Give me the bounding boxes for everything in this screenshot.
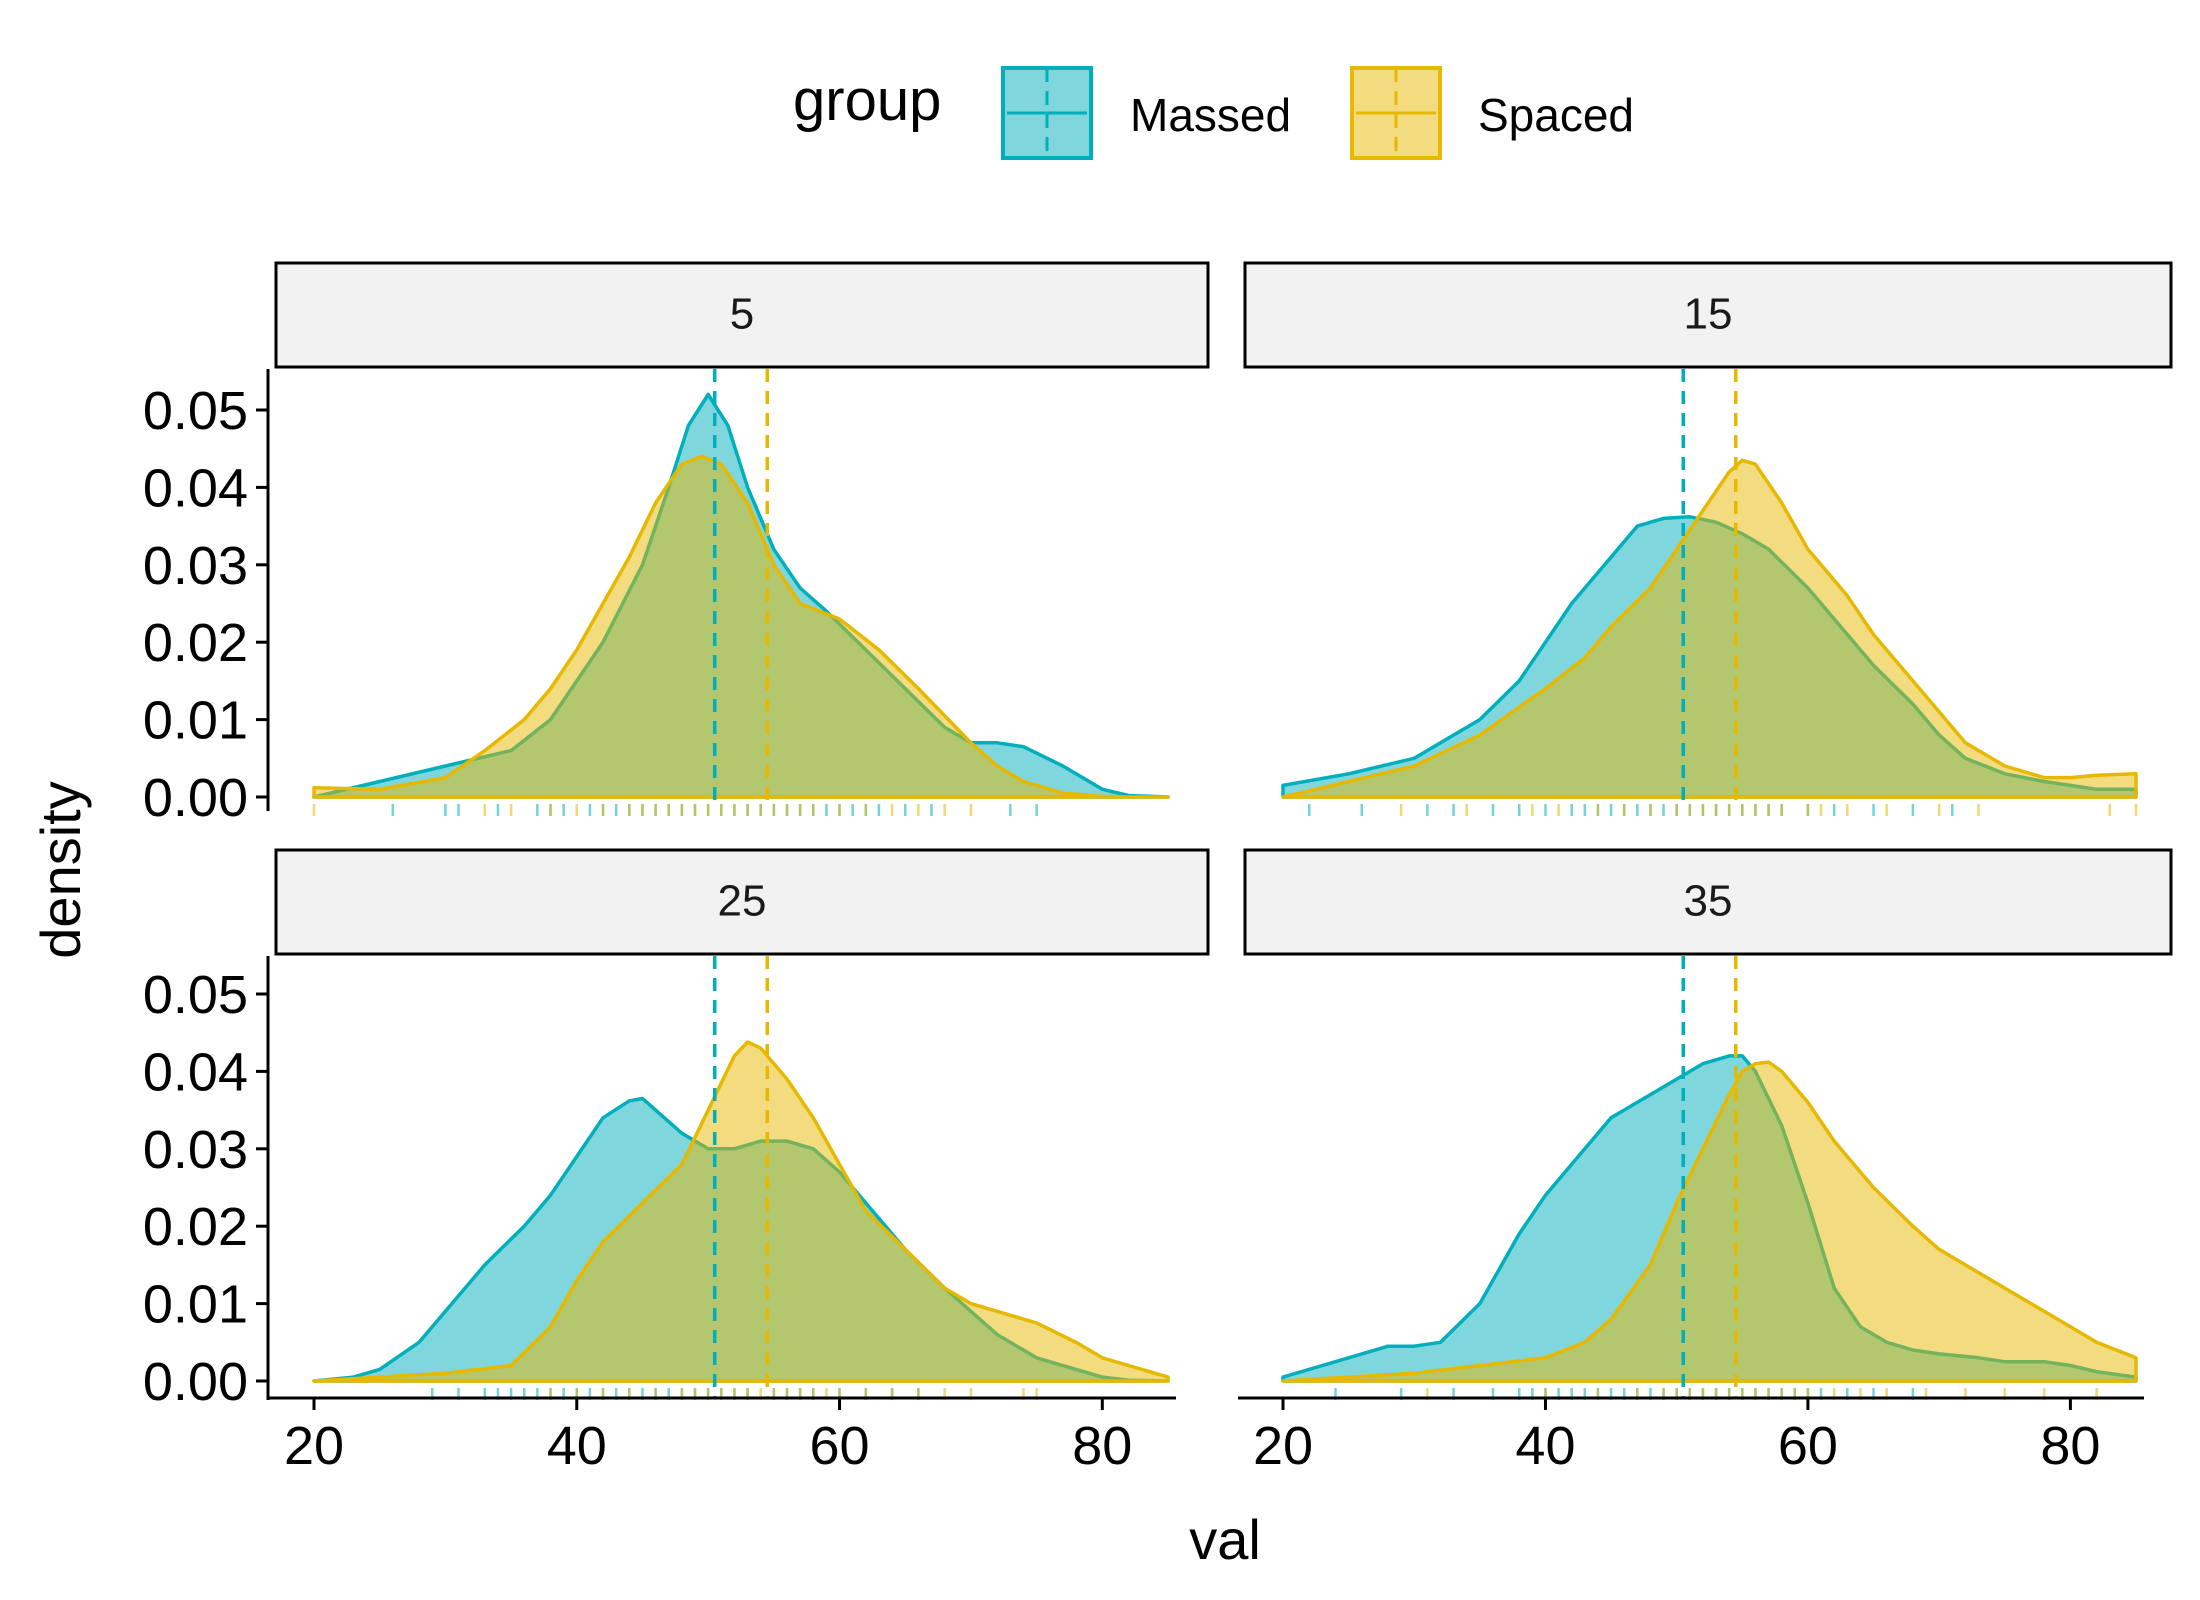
- y-tick-label: 0.00: [143, 768, 248, 828]
- x-tick-label: 40: [547, 1416, 607, 1476]
- x-tick-label: 60: [809, 1416, 869, 1476]
- facet-strip: [274, 261, 1210, 369]
- facet-strip: [274, 848, 1210, 956]
- x-tick-label: 40: [1515, 1416, 1575, 1476]
- facet-panel-35: 35 20 40 60 80: [1238, 848, 2173, 1476]
- x-tick-label: 20: [1253, 1416, 1313, 1476]
- density-area-spaced: [312, 454, 1170, 799]
- facet-strip-label: 35: [1684, 877, 1733, 926]
- density-area-spaced: [1281, 1060, 2138, 1383]
- legend-key-spaced: [1350, 66, 1442, 160]
- y-tick-label: 0.01: [143, 1275, 248, 1335]
- y-tick-label: 0.02: [143, 1197, 248, 1257]
- y-tick-label: 0.03: [143, 536, 248, 596]
- legend: group Massed Spaced: [793, 66, 1634, 160]
- facet-strip: [1243, 261, 2173, 369]
- y-tick-label: 0.01: [143, 691, 248, 751]
- facet-panel-15: 15: [1243, 261, 2173, 816]
- x-tick-label: 20: [284, 1416, 344, 1476]
- density-area-spaced: [1281, 458, 2138, 799]
- legend-label-spaced: Spaced: [1478, 89, 1634, 141]
- y-tick-label: 0.03: [143, 1120, 248, 1180]
- facet-strip-label: 15: [1684, 290, 1733, 339]
- y-tick-label: 0.00: [143, 1352, 248, 1412]
- y-tick-label: 0.02: [143, 613, 248, 673]
- y-tick-label: 0.05: [143, 381, 248, 441]
- legend-label-massed: Massed: [1130, 89, 1291, 141]
- y-axis-title: density: [29, 781, 92, 958]
- y-tick-label: 0.05: [143, 965, 248, 1025]
- x-tick-label: 80: [2040, 1416, 2100, 1476]
- facet-strip-label: 5: [730, 290, 754, 339]
- facet-strip: [1243, 848, 2173, 956]
- y-tick-label: 0.04: [143, 1042, 248, 1102]
- facet-strip-label: 25: [718, 877, 767, 926]
- x-axis-title: val: [1189, 1508, 1261, 1571]
- facet-panel-25: 25 0.00 0.01 0.02 0.03 0.04 0.05 20 40 60 80: [143, 848, 1210, 1476]
- facet-panels: 5 0.00 0.01 0.02 0.03 0.04 0.05 15 25 0.00 0.01 0.0…: [143, 261, 2173, 1476]
- facet-panel-5: 5 0.00 0.01 0.02 0.03 0.04 0.05: [143, 261, 1210, 828]
- legend-key-massed: [1001, 66, 1093, 160]
- x-tick-label: 60: [1778, 1416, 1838, 1476]
- x-tick-label: 80: [1072, 1416, 1132, 1476]
- y-tick-label: 0.04: [143, 458, 248, 518]
- legend-title: group: [793, 68, 941, 133]
- density-area-spaced: [312, 1040, 1170, 1383]
